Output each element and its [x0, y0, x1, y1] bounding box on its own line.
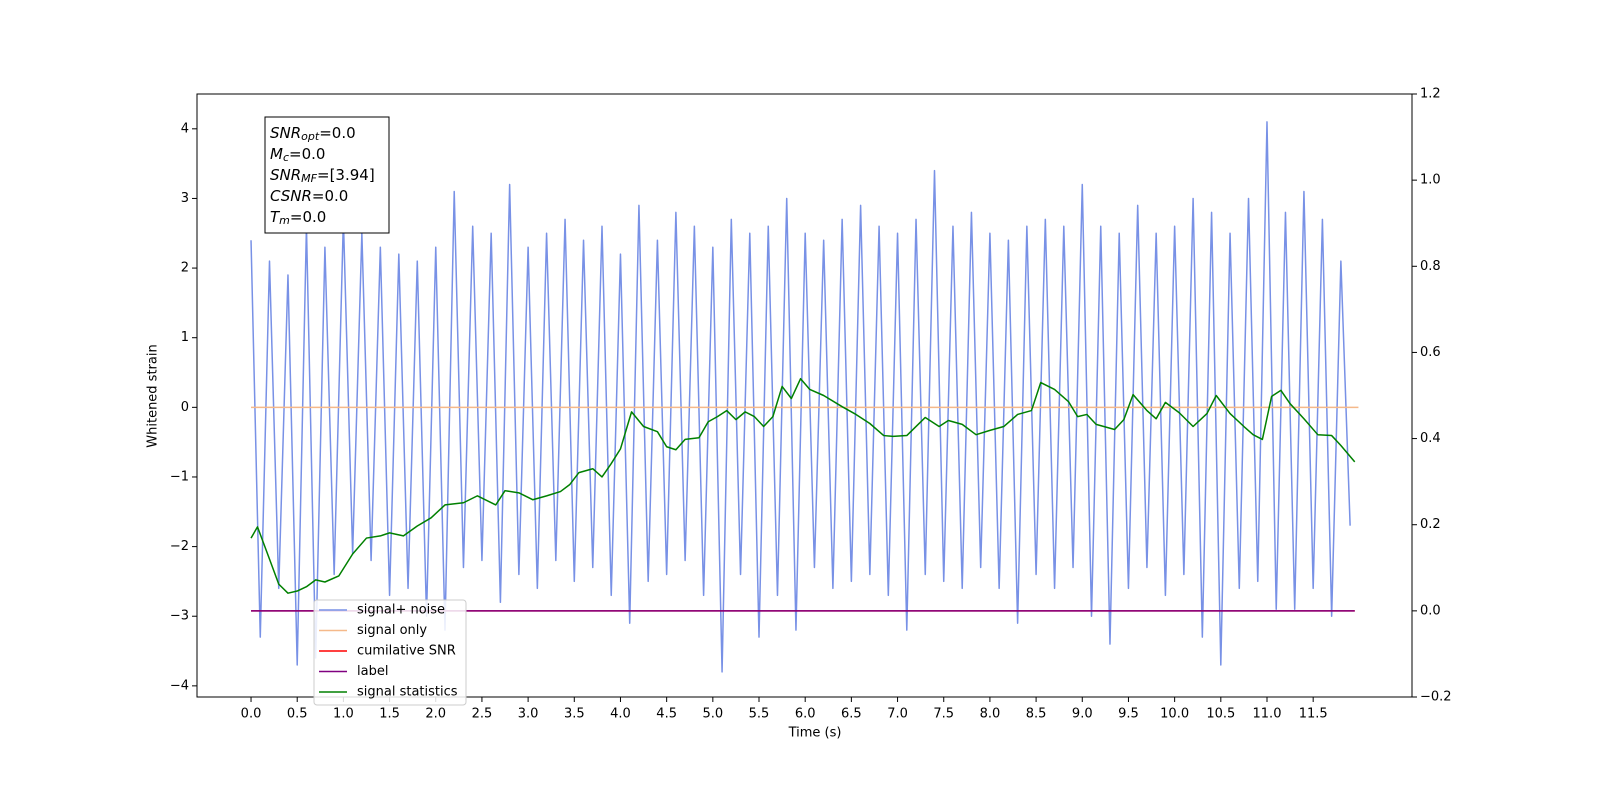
annotation-line: CSNR=0.0	[270, 187, 348, 205]
series-line	[250, 377, 1356, 594]
y-tick-label: 2	[181, 261, 189, 276]
y2-tick-label: 1.2	[1420, 87, 1441, 102]
y2-tick-label: 0.8	[1420, 259, 1441, 274]
x-tick-label: 1.0	[333, 707, 354, 722]
annotation-line: SNRopt=0.0	[270, 124, 356, 144]
x-tick-label: 7.0	[887, 707, 908, 722]
y2-tick-label: 0.4	[1420, 431, 1441, 446]
annotation-subscript: opt	[301, 130, 320, 143]
annotation-symbol: SNR	[270, 166, 301, 184]
annotation-value: =[3.94]	[317, 166, 375, 184]
annotation-subscript: MF	[301, 172, 317, 185]
legend-label: signal+ noise	[357, 603, 445, 618]
x-tick-label: 0.5	[287, 707, 308, 722]
annotation-value: =0.0	[289, 145, 325, 163]
x-tick-label: 4.5	[656, 707, 677, 722]
x-tick-label: 5.5	[749, 707, 770, 722]
x-tick-label: 11.0	[1253, 707, 1282, 722]
legend-label: label	[357, 664, 388, 679]
series-line	[250, 121, 1351, 673]
x-tick-label: 5.0	[702, 707, 723, 722]
y-tick-label: −1	[170, 469, 189, 484]
annotation-symbol: M	[270, 145, 283, 163]
legend-label: signal only	[357, 623, 427, 638]
y-tick-label: −3	[170, 609, 189, 624]
y-axis-label: Whitened strain	[146, 344, 161, 447]
y2-tick-label: 1.0	[1420, 173, 1441, 188]
x-tick-label: 0.0	[241, 707, 262, 722]
y2-tick-label: −0.2	[1420, 690, 1452, 705]
x-tick-label: 6.5	[841, 707, 862, 722]
x-tick-label: 2.5	[472, 707, 493, 722]
x-tick-label: 10.5	[1206, 707, 1235, 722]
annotation-value: =0.0	[319, 124, 355, 142]
x-tick-label: 7.5	[933, 707, 954, 722]
plot-frame	[196, 93, 1413, 698]
legend-label: signal statistics	[357, 685, 458, 700]
x-tick-label: 10.0	[1160, 707, 1189, 722]
annotation-subscript: m	[279, 214, 290, 227]
annotation-symbol: SNR	[270, 124, 301, 142]
y-tick-label: 1	[181, 330, 189, 345]
annotation-symbol: CSNR	[270, 187, 312, 205]
y2-tick-label: 0.0	[1420, 603, 1441, 618]
annotation-symbol: T	[270, 208, 281, 226]
x-tick-label: 3.5	[564, 707, 585, 722]
x-tick-label: 8.0	[980, 707, 1001, 722]
y-tick-label: −2	[170, 539, 189, 554]
annotation-line: Tm=0.0	[270, 208, 326, 228]
x-axis-label: Time (s)	[788, 726, 842, 741]
x-tick-label: 4.0	[610, 707, 631, 722]
x-tick-label: 6.0	[795, 707, 816, 722]
annotation-box	[264, 116, 390, 234]
annotation-line: Mc=0.0	[270, 145, 325, 165]
legend-label: cumilative SNR	[357, 644, 456, 659]
x-tick-label: 3.0	[518, 707, 539, 722]
x-tick-label: 8.5	[1026, 707, 1047, 722]
y2-tick-label: 0.2	[1420, 517, 1441, 532]
y-tick-label: 0	[181, 400, 189, 415]
legend-box	[313, 599, 467, 706]
annotation-value: =0.0	[312, 187, 348, 205]
y-tick-label: 4	[181, 121, 189, 136]
y2-tick-label: 0.6	[1420, 345, 1441, 360]
x-tick-label: 2.0	[425, 707, 446, 722]
annotation-value: =0.0	[290, 208, 326, 226]
x-tick-label: 11.5	[1299, 707, 1328, 722]
x-tick-label: 9.5	[1118, 707, 1139, 722]
y-tick-label: −4	[170, 678, 189, 693]
y-tick-label: 3	[181, 191, 189, 206]
annotation-line: SNRMF=[3.94]	[270, 166, 375, 186]
x-tick-label: 9.0	[1072, 707, 1093, 722]
annotation-subscript: c	[283, 151, 289, 164]
x-tick-label: 1.5	[379, 707, 400, 722]
